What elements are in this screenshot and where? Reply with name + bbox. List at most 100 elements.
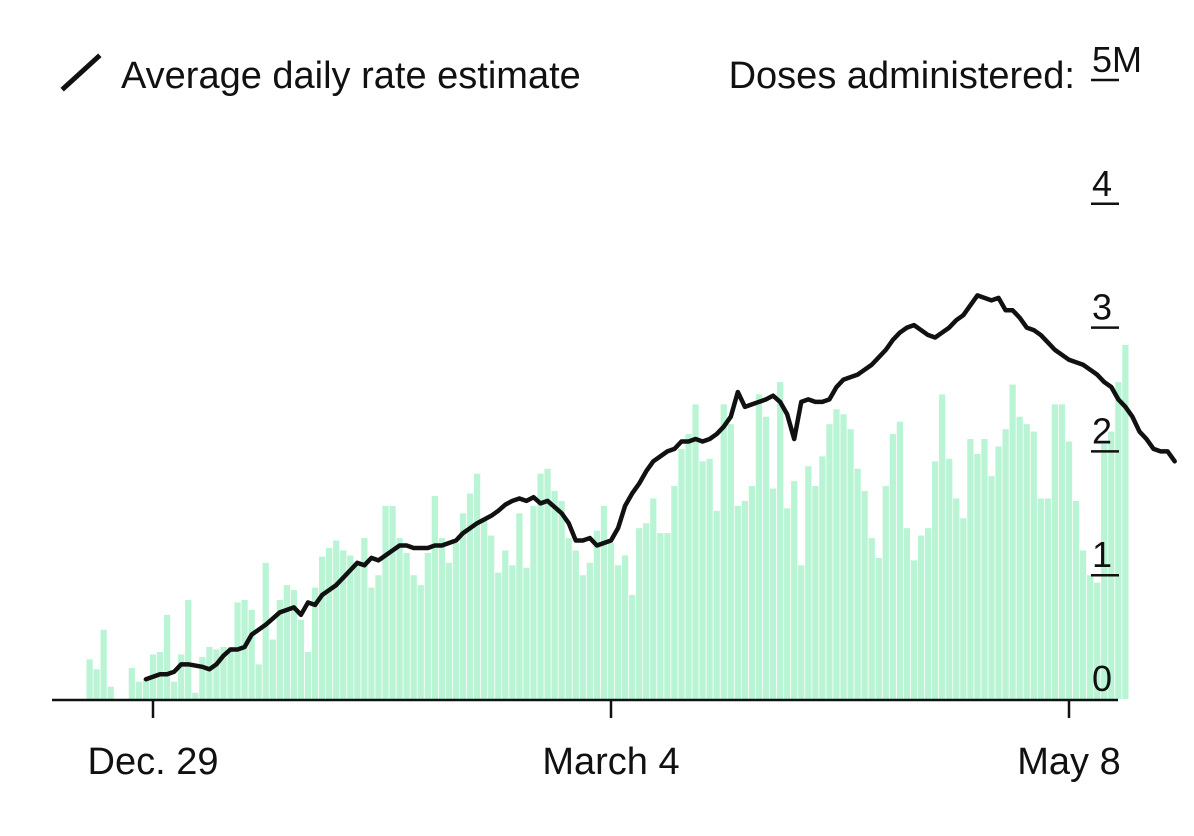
dose-bar bbox=[621, 555, 629, 699]
dose-bar bbox=[1002, 429, 1009, 699]
daily-doses-bars bbox=[86, 344, 1129, 699]
dose-bar bbox=[403, 552, 410, 699]
dose-bar bbox=[1044, 498, 1051, 699]
dose-bar bbox=[276, 599, 283, 699]
dose-bar bbox=[607, 543, 615, 699]
y-unit-label: M bbox=[1112, 39, 1142, 80]
dose-bar bbox=[805, 466, 812, 699]
dose-bar bbox=[565, 538, 572, 699]
dose-bar bbox=[706, 458, 713, 699]
dose-bar bbox=[128, 668, 135, 699]
dose-bar bbox=[875, 557, 882, 699]
dose-bar bbox=[530, 505, 537, 699]
dose-bar bbox=[988, 476, 995, 699]
dose-bar bbox=[516, 513, 523, 699]
dose-bar bbox=[741, 500, 748, 699]
dose-bar bbox=[1058, 404, 1066, 699]
dose-bar bbox=[213, 649, 220, 699]
dose-bar bbox=[1108, 431, 1115, 699]
dose-bar bbox=[924, 528, 932, 699]
dose-bar bbox=[1037, 498, 1044, 699]
dose-bar bbox=[438, 538, 446, 699]
dose-bar bbox=[206, 647, 213, 699]
dose-bar bbox=[798, 565, 805, 699]
dose-bar bbox=[629, 595, 636, 699]
dose-bar bbox=[960, 518, 967, 699]
dose-bar bbox=[847, 429, 854, 699]
dose-bar bbox=[692, 404, 699, 699]
dose-bar bbox=[1051, 404, 1059, 699]
dose-bar bbox=[946, 458, 953, 699]
y-axis-ticks: 0 1 2 3 4 5 M bbox=[1091, 39, 1142, 699]
dose-bar bbox=[304, 651, 312, 699]
dose-bar bbox=[572, 550, 579, 699]
dose-bar bbox=[382, 505, 389, 699]
dose-bar bbox=[1094, 582, 1101, 699]
dose-bar bbox=[445, 562, 453, 699]
dose-bar bbox=[614, 565, 622, 699]
dose-bar bbox=[347, 555, 354, 699]
y-tick-label: 5 bbox=[1092, 39, 1112, 80]
dose-bar bbox=[417, 585, 424, 699]
dose-bar bbox=[833, 409, 840, 699]
dose-bar bbox=[192, 692, 199, 699]
dose-bar bbox=[812, 486, 819, 699]
dose-bar bbox=[784, 508, 791, 699]
dose-bar bbox=[396, 538, 403, 699]
dose-bar bbox=[974, 453, 981, 699]
dose-bar bbox=[459, 513, 467, 699]
dose-bar bbox=[981, 439, 988, 699]
dose-bar bbox=[178, 654, 185, 699]
dose-bar bbox=[199, 656, 206, 699]
dose-bar bbox=[896, 421, 904, 699]
dose-bar bbox=[734, 505, 741, 699]
dose-bar bbox=[135, 681, 143, 699]
dose-bar bbox=[600, 505, 608, 699]
dose-bar bbox=[776, 382, 784, 699]
dose-bar bbox=[333, 540, 340, 699]
dose-bar bbox=[1065, 441, 1073, 699]
dose-bar bbox=[495, 572, 502, 699]
dose-bar bbox=[1087, 575, 1094, 699]
dose-bar bbox=[171, 681, 178, 699]
x-tick-label: March 4 bbox=[542, 741, 679, 783]
dose-bar bbox=[755, 394, 763, 699]
dose-bar bbox=[868, 538, 875, 699]
dose-bar bbox=[86, 659, 93, 699]
dose-bar bbox=[671, 486, 678, 699]
dose-bar bbox=[953, 498, 960, 699]
dose-bar bbox=[311, 587, 319, 699]
dose-bar bbox=[882, 486, 889, 699]
dose-bar bbox=[1079, 550, 1087, 699]
dose-bar bbox=[636, 528, 643, 699]
dose-bar bbox=[523, 567, 530, 699]
dose-bar bbox=[1009, 384, 1016, 699]
dose-bar bbox=[509, 565, 516, 699]
dose-bar bbox=[375, 575, 382, 699]
dose-bar bbox=[481, 518, 488, 699]
dose-bar bbox=[354, 562, 361, 699]
legend-line-label: Average daily rate estimate bbox=[121, 55, 581, 97]
legend: Average daily rate estimate Doses admini… bbox=[60, 53, 1075, 97]
dose-bar bbox=[685, 434, 692, 699]
dose-bar bbox=[262, 562, 269, 699]
dose-bar bbox=[861, 491, 868, 699]
dose-bar bbox=[1115, 382, 1122, 699]
dose-bar bbox=[720, 404, 727, 699]
dose-bar bbox=[466, 493, 474, 699]
dose-bar bbox=[227, 647, 234, 699]
dose-bar bbox=[579, 575, 586, 699]
dose-bar bbox=[290, 590, 298, 699]
dose-bar bbox=[220, 647, 227, 699]
dose-bar bbox=[1016, 416, 1023, 699]
dose-bar bbox=[769, 488, 777, 699]
dose-bar bbox=[939, 394, 946, 699]
dose-bar bbox=[544, 468, 551, 699]
dose-bar bbox=[185, 599, 192, 699]
dose-bar bbox=[502, 550, 509, 699]
dose-bar bbox=[248, 609, 255, 699]
dose-bar bbox=[93, 669, 100, 699]
dose-bar bbox=[593, 530, 601, 699]
dose-bar bbox=[452, 543, 460, 699]
